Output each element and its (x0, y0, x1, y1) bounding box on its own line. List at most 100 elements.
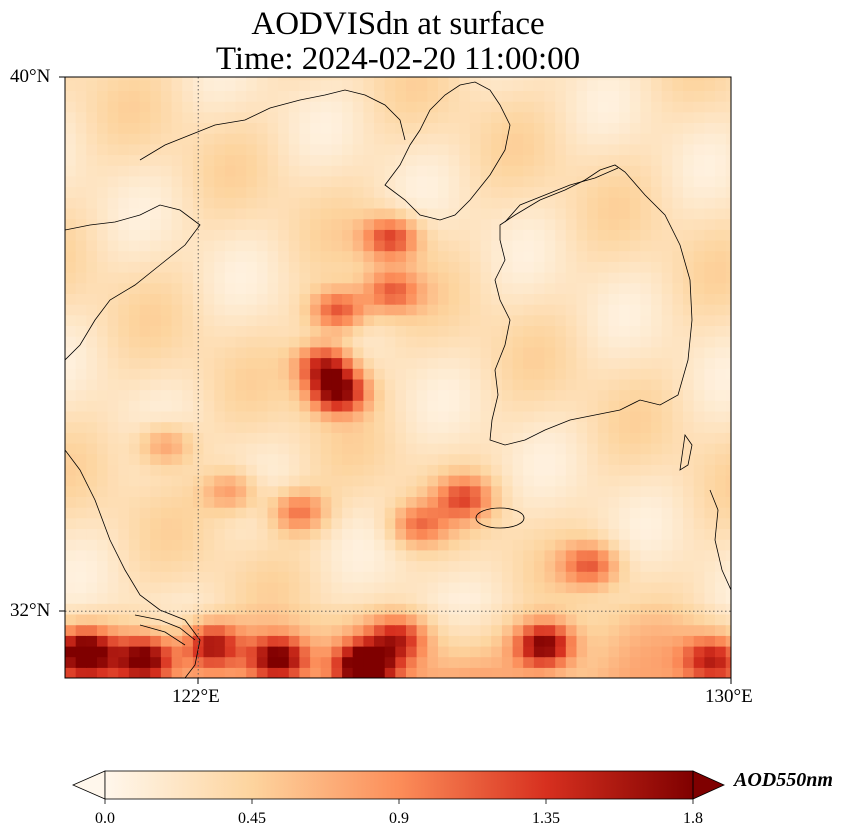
aod-cell (608, 442, 620, 455)
aod-cell (395, 239, 407, 252)
aod-cell (352, 250, 364, 262)
aod-cell (139, 186, 151, 198)
aod-cell (565, 475, 578, 487)
aod-cell (683, 79, 695, 91)
aod-cell (448, 571, 460, 583)
aod-cell (438, 357, 450, 369)
aod-cell (672, 133, 684, 145)
aod-cell (512, 453, 524, 465)
aod-cell (640, 314, 652, 326)
aod-cell (75, 507, 87, 519)
tsushima-island (679, 433, 693, 471)
aod-cell (661, 613, 673, 626)
aod-cell (118, 282, 130, 294)
aod-cell (160, 207, 173, 220)
aod-cell (65, 357, 77, 369)
aod-cell (342, 325, 354, 337)
aod-cell (182, 475, 194, 487)
aod-cell (320, 207, 332, 220)
aod-cell (363, 624, 375, 636)
aod-cell (587, 250, 599, 262)
aod-cell (704, 250, 716, 262)
aod-cell (384, 261, 396, 273)
aod-cell (512, 304, 524, 316)
aod-cell (629, 229, 642, 241)
aod-cell (565, 282, 578, 294)
aod-cell (704, 325, 716, 337)
aod-cell (672, 346, 684, 359)
aod-cell (704, 368, 716, 380)
aod-cell (469, 485, 482, 497)
aod-cell (704, 421, 716, 433)
aod-cell (288, 346, 301, 359)
aod-cell (427, 485, 439, 497)
aod-cell (214, 154, 226, 166)
aod-cell (224, 485, 237, 497)
aod-cell (629, 207, 642, 220)
aod-cell (597, 314, 610, 326)
aod-cell (384, 560, 396, 572)
aod-cell (448, 410, 460, 423)
aod-cell (544, 624, 556, 636)
aod-cell (693, 485, 705, 497)
aod-cell (576, 101, 588, 113)
aod-cell (352, 218, 364, 230)
aod-cell (374, 613, 386, 626)
aod-cell (374, 539, 386, 551)
aod-cell (491, 165, 503, 177)
aod-cell (480, 304, 492, 316)
aod-cell (374, 378, 386, 391)
aod-cell (320, 314, 332, 326)
aod-cell (139, 175, 151, 188)
lon-label-130e: 130°E (705, 686, 753, 707)
aod-cell (320, 154, 332, 166)
gridlines (65, 77, 731, 678)
aod-cell (715, 389, 727, 401)
aod-cell (342, 143, 354, 156)
aod-cell (150, 635, 162, 647)
aod-cell (406, 336, 418, 348)
aod-cell (128, 517, 141, 529)
aod-cell (278, 432, 290, 444)
aod-cell (469, 357, 482, 369)
aod-cell (672, 432, 684, 444)
aod-cell (555, 77, 567, 81)
aod-cell (619, 571, 631, 583)
aod-cell (192, 101, 205, 113)
aod-cell (651, 250, 663, 262)
aod-cell (715, 560, 727, 572)
aod-cell (374, 293, 386, 305)
aod-cell (683, 261, 695, 273)
aod-cell (97, 645, 109, 658)
aod-cell (469, 218, 482, 230)
aod-cell (640, 346, 652, 359)
aod-cell (544, 293, 556, 305)
aod-cell (406, 453, 418, 465)
aod-cell (704, 101, 716, 113)
aod-cell (715, 90, 727, 102)
aod-cell (128, 464, 141, 476)
aod-cell (235, 282, 247, 294)
aod-cell (384, 346, 396, 359)
aod-cell (320, 197, 332, 209)
aod-cell (459, 581, 471, 594)
aod-cell (214, 250, 226, 262)
aod-cell (672, 336, 684, 348)
aod-cell (651, 613, 663, 626)
aod-cell (715, 304, 727, 316)
aod-cell (278, 239, 290, 252)
aod-cell (267, 549, 279, 562)
aod-cell (459, 453, 471, 465)
aod-cell (331, 560, 343, 572)
aod-cell (65, 475, 77, 487)
aod-cell (256, 293, 269, 305)
aod-cell (576, 325, 588, 337)
aod-cell (501, 282, 514, 294)
aod-cell (629, 293, 642, 305)
aod-cell (608, 560, 620, 572)
aod-cell (533, 635, 546, 647)
aod-cell (704, 539, 716, 551)
aod-cell (683, 592, 695, 604)
aod-cell (203, 133, 215, 145)
aod-cell (235, 507, 247, 519)
